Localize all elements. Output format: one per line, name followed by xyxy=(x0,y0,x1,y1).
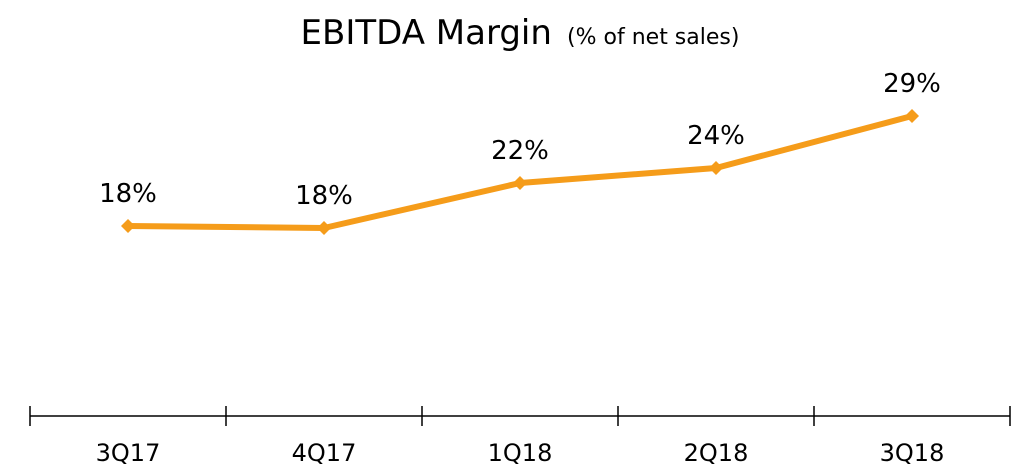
data-label: 29% xyxy=(883,69,941,99)
point-marker xyxy=(709,161,723,175)
data-label: 22% xyxy=(491,136,549,166)
chart-title: EBITDA Margin xyxy=(301,13,552,53)
point-marker xyxy=(513,176,527,190)
x-tick-label: 2Q18 xyxy=(684,439,749,467)
line xyxy=(127,113,913,231)
point-marker xyxy=(121,219,135,233)
point-marker xyxy=(905,109,919,123)
x-tick-label: 3Q18 xyxy=(880,439,945,467)
point-marker xyxy=(317,221,331,235)
data-label: 18% xyxy=(99,179,157,209)
x-tick-label: 1Q18 xyxy=(488,439,553,467)
data-label: 24% xyxy=(687,121,745,151)
data-label: 18% xyxy=(295,181,353,211)
chart-subtitle: (% of net sales) xyxy=(567,25,739,50)
x-tick-label: 4Q17 xyxy=(292,439,357,467)
x-tick-label: 3Q17 xyxy=(96,439,161,467)
chart-title-block: EBITDA Margin (% of net sales) xyxy=(301,13,740,53)
